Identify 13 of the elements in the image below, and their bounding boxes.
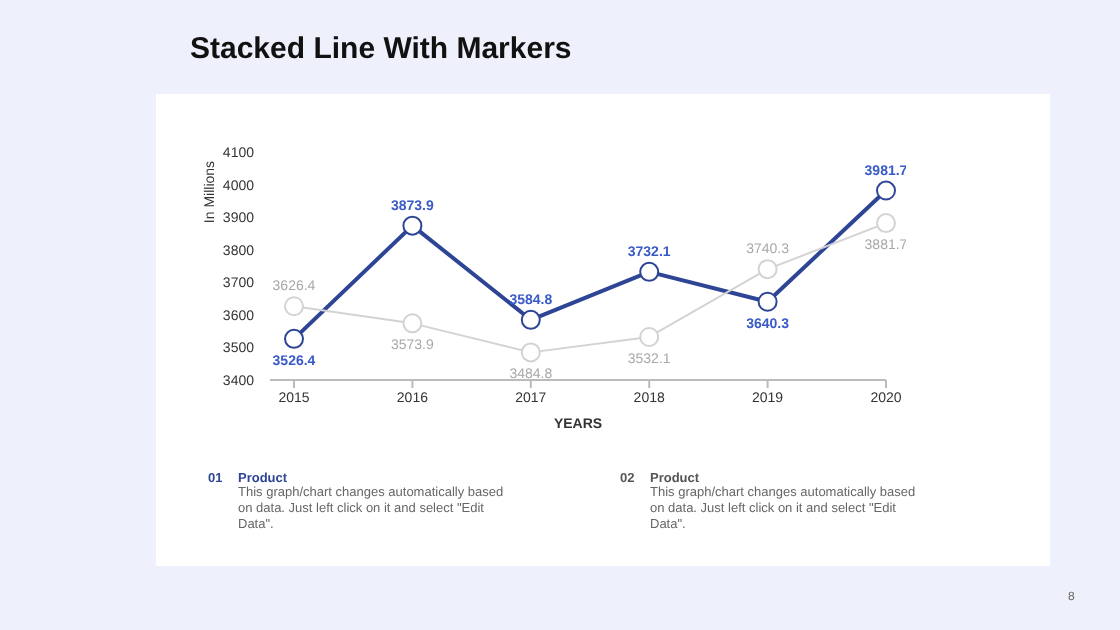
point [639,326,660,347]
point [402,215,423,236]
point [520,342,541,363]
point [284,296,304,317]
chart-title: Stacked Line With Markers [190,32,572,66]
point [284,328,304,349]
point [757,291,778,312]
point [757,259,778,280]
point [520,309,541,330]
point [876,180,896,201]
point [639,261,660,282]
point [876,213,896,234]
point [402,313,423,334]
